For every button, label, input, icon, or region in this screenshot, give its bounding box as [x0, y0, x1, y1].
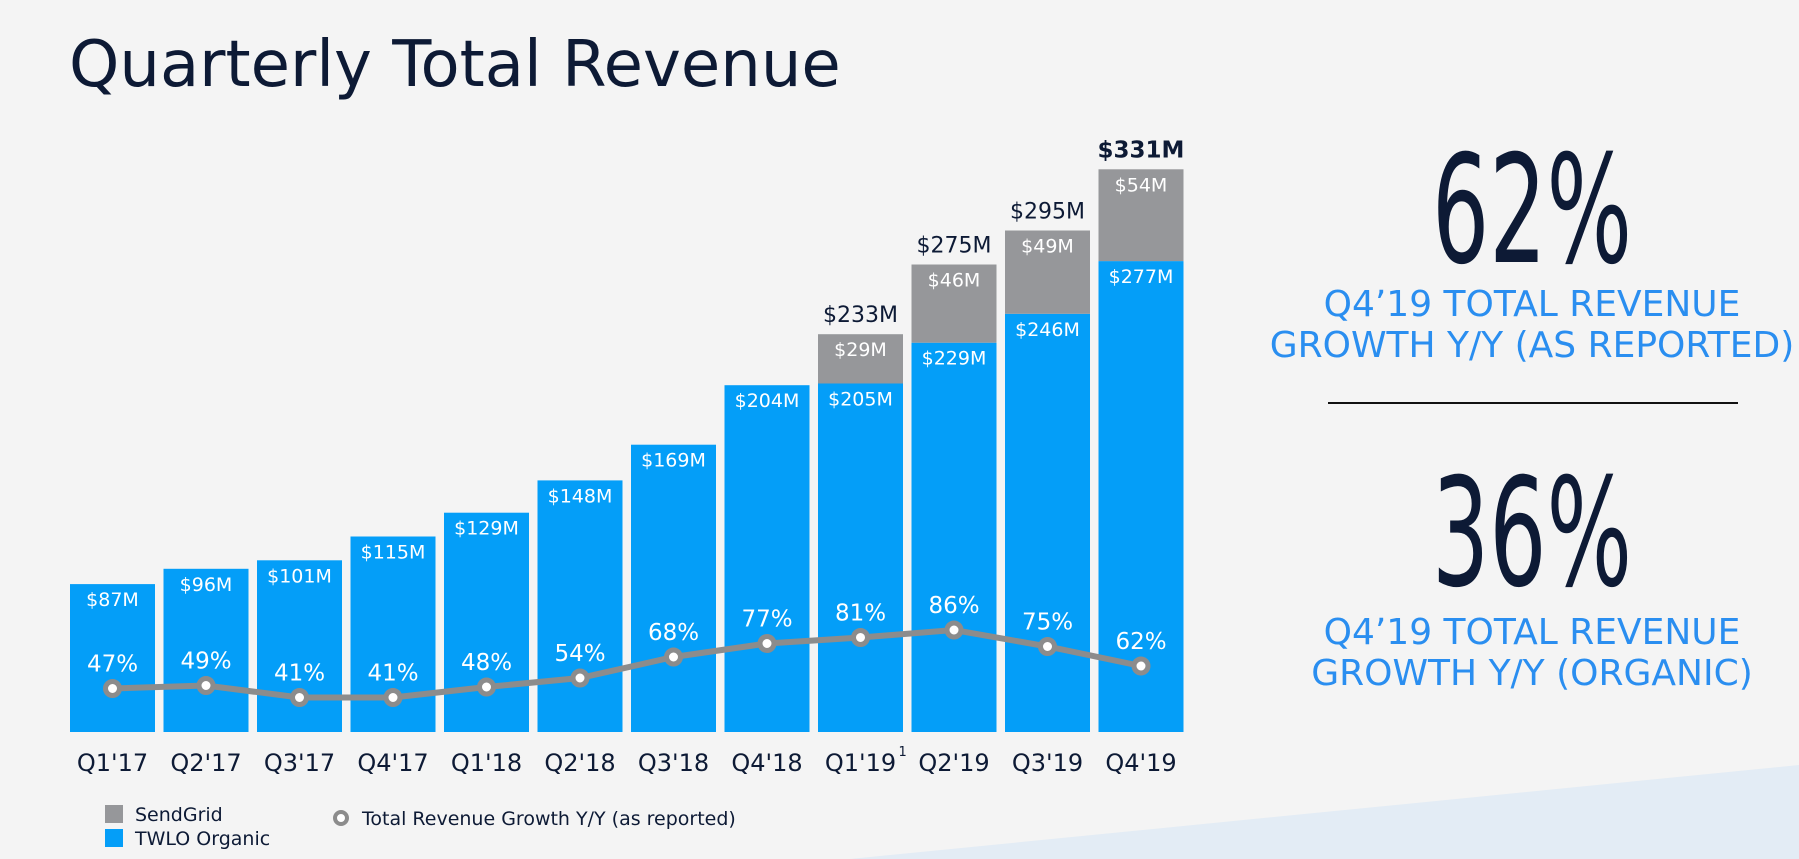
growth-point: [103, 679, 122, 698]
bar-value-label: $204M: [735, 390, 800, 412]
bar-segment: [70, 584, 155, 732]
x-tick-label: Q2'17: [170, 749, 241, 777]
x-tick-label: Q2'18: [544, 749, 615, 777]
x-tick-label: Q1'19: [825, 749, 896, 777]
growth-point: [944, 620, 964, 640]
growth-point: [477, 677, 496, 697]
bar-value-label: $229M: [922, 348, 987, 370]
growth-point: [290, 688, 309, 707]
x-tick-label: Q1'17: [77, 749, 148, 777]
bar-segment: [631, 444, 716, 732]
growth-label: 47%: [87, 652, 138, 678]
total-label: $295M: [1010, 200, 1085, 225]
legend-swatch: [105, 829, 123, 847]
growth-label: 48%: [461, 650, 512, 676]
bar-segment: [537, 480, 623, 732]
bar-segment: [1005, 230, 1090, 314]
x-tick-label: Q3'18: [638, 749, 709, 777]
x-tick-label: Q3'19: [1012, 749, 1083, 777]
total-label: $233M: [823, 303, 898, 328]
bar-segment: [911, 342, 997, 732]
total-label: $331M: [1098, 137, 1185, 163]
bar-value-label: $277M: [1109, 266, 1174, 288]
growth-label: 75%: [1022, 610, 1073, 636]
growth-line: [112, 626, 1142, 701]
highlight-caption: Q4’19 TOTAL REVENUE: [1324, 612, 1741, 653]
legend-swatch: [105, 805, 123, 823]
highlight-caption: GROWTH Y/Y (ORGANIC): [1311, 653, 1753, 694]
growth-point: [851, 628, 870, 647]
x-tick-label: Q4'18: [731, 749, 802, 777]
x-tick-label: Q3'17: [264, 749, 335, 777]
growth-point: [196, 676, 216, 695]
bar-value-label: $54M: [1115, 174, 1168, 196]
bar-value-label: $46M: [928, 270, 981, 292]
growth-point: [570, 668, 590, 688]
growth-label: 41%: [274, 661, 325, 687]
x-tick-label: Q2'19: [918, 749, 989, 777]
bar-value-label: $101M: [267, 565, 332, 587]
bar-value-label: $87M: [86, 589, 139, 611]
bar-value-label: $169M: [641, 450, 706, 472]
growth-point: [1131, 656, 1151, 676]
legend-label: TWLO Organic: [134, 828, 270, 850]
bar-value-label: $205M: [828, 389, 893, 411]
bar-segment: [1098, 261, 1184, 732]
legend-label: SendGrid: [135, 804, 223, 826]
highlight-caption: GROWTH Y/Y (AS REPORTED): [1270, 325, 1795, 366]
growth-label: 81%: [835, 601, 886, 627]
bar-segment: [911, 264, 997, 343]
x-tick-label: Q1'18: [451, 749, 522, 777]
highlight-value: 62%: [1432, 124, 1632, 299]
bar-segment: [1098, 169, 1184, 262]
bar-segment: [818, 383, 903, 732]
bar-value-label: $129M: [454, 518, 519, 540]
growth-label: 68%: [648, 620, 699, 646]
chart-title: Quarterly Total Revenue: [69, 28, 841, 102]
x-tick-label: Q4'17: [357, 749, 428, 777]
growth-point: [757, 634, 777, 653]
legend-line-marker: [333, 810, 349, 826]
bar-value-label: $49M: [1021, 236, 1074, 258]
highlight-value: 36%: [1432, 447, 1632, 622]
growth-label: 49%: [180, 649, 231, 675]
bar-value-label: $96M: [180, 574, 233, 596]
bar-value-label: $246M: [1015, 319, 1080, 341]
bar-value-label: $115M: [361, 542, 426, 564]
growth-label: 41%: [367, 661, 418, 687]
legend-label: Total Revenue Growth Y/Y (as reported): [361, 808, 736, 830]
x-tick-label: Q4'19: [1105, 749, 1176, 777]
footnote-mark: 1: [899, 745, 907, 760]
growth-point: [383, 688, 403, 707]
bar-segment: [724, 385, 810, 732]
decor-wedge: [850, 765, 1799, 859]
bar-segment: [1005, 313, 1090, 732]
growth-label: 62%: [1115, 629, 1166, 655]
bar-value-label: $148M: [548, 485, 613, 507]
bar-segment: [818, 334, 903, 384]
growth-label: 77%: [741, 607, 792, 633]
bar-segment: [444, 512, 529, 732]
growth-point: [664, 647, 683, 667]
highlight-caption: Q4’19 TOTAL REVENUE: [1324, 284, 1741, 325]
growth-label: 86%: [928, 593, 979, 619]
growth-label: 54%: [554, 641, 605, 667]
growth-point: [1038, 637, 1057, 656]
bar-value-label: $29M: [834, 339, 887, 361]
total-label: $275M: [917, 234, 992, 259]
bar-segment: [163, 568, 249, 732]
